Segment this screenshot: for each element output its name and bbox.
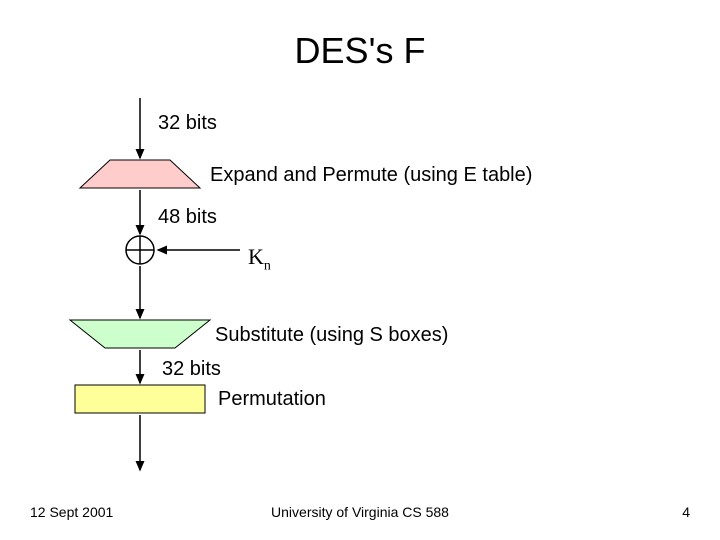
label-permutation: Permutation <box>218 388 326 411</box>
label-kn: Kn <box>248 244 271 274</box>
label-48bits: 48 bits <box>158 206 217 229</box>
label-substitute: Substitute (using S boxes) <box>215 324 448 347</box>
label-expand-permute: Expand and Permute (using E table) <box>210 164 532 187</box>
footer-source: University of Virginia CS 588 <box>0 504 720 520</box>
label-32bits-bottom: 32 bits <box>162 358 221 381</box>
label-32bits-top: 32 bits <box>158 112 217 135</box>
des-f-diagram <box>0 0 720 540</box>
footer-page: 4 <box>682 504 690 520</box>
